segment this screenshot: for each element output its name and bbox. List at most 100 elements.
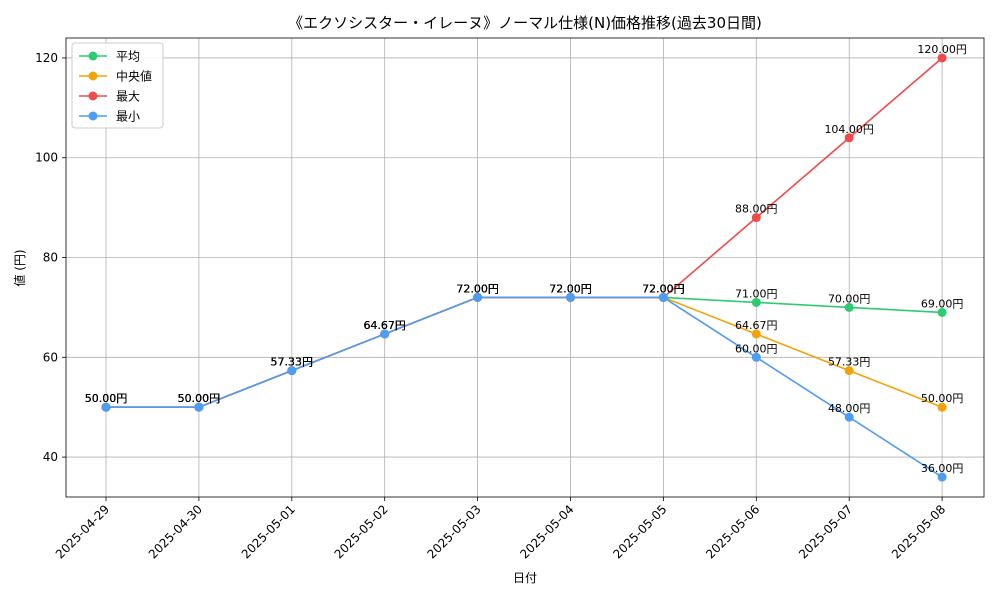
data-label: 50.00円 <box>921 392 964 405</box>
x-tick-label: 2025-05-08 <box>889 502 948 561</box>
data-label: 57.33円 <box>271 356 314 369</box>
data-point <box>937 472 947 482</box>
data-label: 50.00円 <box>178 392 221 405</box>
legend-item: 最大 <box>79 90 140 104</box>
data-point <box>844 133 854 143</box>
chart-title: 《エクソシスター・イレーヌ》ノーマル仕様(N)価格推移(過去30日間) <box>288 14 762 32</box>
data-point <box>751 329 761 339</box>
data-label: 72.00円 <box>456 282 499 295</box>
data-label: 69.00円 <box>921 297 964 310</box>
data-labels: 50.00円 50.00円 57.33円 64.67円 72.00円 72.00円 72.0… <box>85 43 967 475</box>
data-label: 50.00円 <box>85 392 128 405</box>
x-tick-label: 2025-05-04 <box>517 502 576 561</box>
data-point <box>194 402 204 412</box>
data-label: 72.00円 <box>642 282 685 295</box>
data-label: 120.00円 <box>917 43 967 56</box>
x-tick-label: 2025-05-06 <box>703 502 762 561</box>
data-label: 60.00円 <box>735 342 778 355</box>
series-lines <box>101 53 947 482</box>
series-0 <box>101 292 947 412</box>
data-label: 50.00円 <box>178 392 221 405</box>
data-label: 57.33円 <box>271 356 314 369</box>
data-point <box>287 366 297 376</box>
data-label: 48.00円 <box>828 402 871 415</box>
data-point <box>937 307 947 317</box>
data-label: 72.00円 <box>642 282 685 295</box>
data-label: 50.00円 <box>85 392 128 405</box>
legend-item: 最小 <box>79 110 140 124</box>
legend-label: 最小 <box>116 110 140 124</box>
legend-marker <box>88 91 98 101</box>
x-tick-label: 2025-04-29 <box>53 502 112 561</box>
series-line <box>106 296 943 408</box>
x-tick-label: 2025-05-03 <box>425 502 484 561</box>
data-label: 64.67円 <box>363 319 406 332</box>
series-line <box>106 296 943 478</box>
data-label: 70.00円 <box>828 292 871 305</box>
x-tick-label: 2025-05-07 <box>796 502 855 561</box>
legend-marker <box>88 71 98 81</box>
grid-lines <box>66 38 984 497</box>
data-label: 57.33円 <box>271 356 314 369</box>
data-label: 50.00円 <box>178 392 221 405</box>
series-line <box>106 57 943 408</box>
data-point <box>937 53 947 63</box>
data-label: 88.00円 <box>735 203 778 216</box>
y-tick-label: 100 <box>35 151 58 165</box>
data-point <box>844 366 854 376</box>
plot-frame <box>65 37 985 498</box>
legend-label: 中央値 <box>116 69 152 84</box>
y-axis-ticks: 40 60 80 100 120 <box>35 51 66 464</box>
y-tick-label: 80 <box>43 251 58 265</box>
x-axis-ticks: 2025-04-29 2025-04-30 2025-05-01 2025-05-02… <box>53 497 948 561</box>
legend-marker <box>88 51 98 61</box>
x-tick-label: 2025-05-02 <box>332 502 391 561</box>
data-label: 64.67円 <box>363 319 406 332</box>
y-axis-label: 値 (円) <box>12 249 27 286</box>
data-point <box>658 292 668 302</box>
data-point <box>751 352 761 362</box>
data-point <box>473 292 483 302</box>
data-label: 72.00円 <box>549 282 592 295</box>
x-tick-label: 2025-04-30 <box>146 502 205 561</box>
data-label: 72.00円 <box>549 282 592 295</box>
series-3 <box>101 292 947 482</box>
data-label: 50.00円 <box>178 392 221 405</box>
data-label: 64.67円 <box>363 319 406 332</box>
data-label: 72.00円 <box>642 282 685 295</box>
y-tick-label: 40 <box>43 450 58 464</box>
y-tick-label: 120 <box>35 51 58 65</box>
series-1 <box>101 292 947 412</box>
legend-item: 平均 <box>79 50 140 64</box>
data-point <box>844 302 854 312</box>
data-label: 36.00円 <box>921 462 964 475</box>
data-label: 72.00円 <box>456 282 499 295</box>
data-label: 72.00円 <box>549 282 592 295</box>
data-label: 64.67円 <box>735 319 778 332</box>
data-label: 57.33円 <box>828 356 871 369</box>
data-point <box>751 213 761 223</box>
data-label: 50.00円 <box>85 392 128 405</box>
data-label: 71.00円 <box>735 287 778 300</box>
data-label: 72.00円 <box>642 282 685 295</box>
data-point <box>751 297 761 307</box>
series-line <box>106 296 943 408</box>
legend-box <box>71 42 164 129</box>
data-label: 64.67円 <box>363 319 406 332</box>
legend-item: 中央値 <box>79 69 152 84</box>
data-label: 50.00円 <box>85 392 128 405</box>
legend-marker <box>88 111 98 121</box>
data-label: 72.00円 <box>549 282 592 295</box>
x-tick-label: 2025-05-01 <box>239 502 298 561</box>
legend-label: 最大 <box>116 90 140 104</box>
data-label: 72.00円 <box>456 282 499 295</box>
data-point <box>566 292 575 302</box>
data-point <box>844 412 854 422</box>
x-axis-label: 日付 <box>513 571 537 585</box>
data-label: 72.00円 <box>456 282 499 295</box>
y-tick-label: 60 <box>43 350 58 364</box>
data-label: 57.33円 <box>271 356 314 369</box>
series-2 <box>101 53 947 412</box>
